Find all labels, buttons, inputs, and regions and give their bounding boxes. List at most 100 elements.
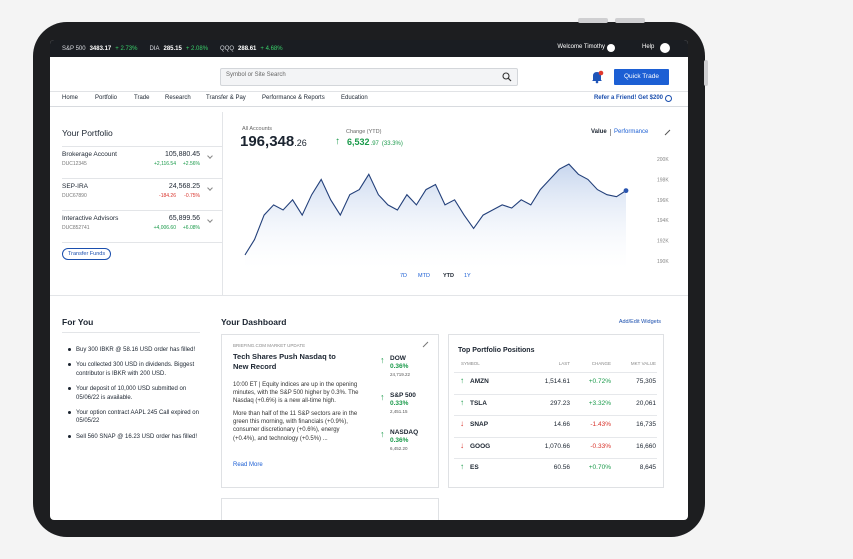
- account-change-amount: +4,006.60: [153, 225, 176, 231]
- positions-title: Top Portfolio Positions: [458, 347, 535, 354]
- hardware-button: [578, 18, 608, 23]
- account-id: DUC67890: [62, 193, 87, 199]
- bullet: [68, 387, 71, 391]
- position-last: 1,514.61: [544, 378, 570, 385]
- index-level: 2,451.15: [390, 409, 408, 414]
- position-change: +3.32%: [588, 399, 611, 407]
- change-value: 6,532: [347, 137, 370, 147]
- transfer-funds-button[interactable]: Transfer Funds: [62, 248, 112, 260]
- row-divider: [454, 458, 657, 460]
- account-id: DUC852741: [62, 225, 90, 231]
- welcome-text: Welcome Timothy: [557, 44, 605, 50]
- promo-link[interactable]: Refer a Friend! Get $200: [593, 95, 663, 101]
- search-box[interactable]: [220, 68, 518, 86]
- change-row: 6,532.97 (33.3%): [347, 137, 403, 147]
- nav-item[interactable]: Portfolio: [95, 95, 118, 101]
- position-symbol[interactable]: TSLA: [470, 399, 487, 407]
- bullet: [68, 434, 71, 438]
- news-headline[interactable]: Tech Shares Push Nasdaq to New Record: [233, 352, 336, 371]
- news-card: [221, 334, 439, 488]
- index-name: DOW: [390, 355, 406, 362]
- summary-value: 196,348: [240, 133, 295, 150]
- account-change-pct: -0.75%: [184, 193, 200, 199]
- ticker-price: 288.61: [238, 45, 257, 52]
- position-arrow: ↓: [460, 419, 464, 429]
- range-button[interactable]: YTD: [443, 273, 454, 279]
- row-divider: [62, 210, 222, 211]
- index-arrow: ↑: [380, 392, 385, 402]
- for-you-text[interactable]: Your option contract AAPL 245 Call expir…: [76, 409, 199, 425]
- screen: 200K 198K 196K 194K 192K 190K S&P 500 3483.17 +…: [50, 40, 688, 520]
- nav-item[interactable]: Education: [341, 95, 368, 101]
- index-name: S&P 500: [390, 392, 416, 399]
- row-divider: [454, 393, 657, 395]
- position-symbol[interactable]: AMZN: [470, 378, 489, 385]
- nav-item[interactable]: Home: [62, 95, 79, 101]
- position-symbol[interactable]: ES: [470, 464, 479, 472]
- position-last: 297.23: [550, 399, 570, 407]
- nav-item[interactable]: Transfer & Pay: [206, 95, 246, 101]
- end-dot: [623, 188, 629, 194]
- for-you-text[interactable]: Sell 560 SNAP @ 16.23 USD order has fill…: [76, 433, 198, 440]
- widget-card: [221, 498, 439, 520]
- index-arrow: ↑: [380, 355, 385, 365]
- user-icon: [607, 44, 615, 52]
- ticker-change: + 2.73%: [115, 45, 138, 52]
- nav-item[interactable]: Trade: [134, 95, 150, 101]
- help-icon: [660, 43, 670, 53]
- bullet: [68, 410, 71, 414]
- position-value: 8,645: [639, 464, 656, 472]
- quick-trade-button[interactable]: [614, 69, 669, 85]
- index-pct: 0.33%: [390, 400, 409, 407]
- y-tick-label: 190K: [657, 259, 669, 265]
- read-more[interactable]: Read More: [233, 462, 263, 468]
- news-body: 10:00 ET | Equity indices are up in the …: [233, 381, 363, 443]
- toggle-performance[interactable]: Performance: [614, 129, 649, 135]
- range-button[interactable]: 1Y: [464, 273, 471, 279]
- column-header: MKT VALUE: [630, 361, 656, 366]
- position-last: 60.56: [553, 464, 570, 472]
- quick-trade-label[interactable]: Quick Trade: [623, 73, 660, 80]
- for-you-item: Buy 300 IBKR @ 58.16 USD order has fille…: [68, 346, 200, 354]
- y-tick-label: 198K: [657, 177, 669, 183]
- nav-item[interactable]: Performance & Reports: [262, 95, 325, 101]
- help-link[interactable]: Help: [642, 44, 655, 50]
- bullet: [68, 363, 71, 367]
- position-symbol[interactable]: SNAP: [470, 421, 489, 429]
- for-you-text[interactable]: You collected 300 USD in dividends. Bigg…: [76, 362, 195, 377]
- account-name[interactable]: Brokerage Account: [62, 151, 117, 158]
- position-change: -1.43%: [590, 421, 611, 429]
- promo-icon: [665, 95, 672, 102]
- ticker-symbol: S&P 500: [62, 45, 86, 52]
- change-label: Change (YTD): [346, 129, 382, 135]
- hardware-button: [704, 60, 708, 86]
- add-edit-widgets[interactable]: Add/Edit Widgets: [618, 319, 661, 325]
- y-tick-label: 194K: [657, 218, 669, 224]
- column-header: LAST: [558, 361, 570, 366]
- column-header: CHANGE: [591, 361, 611, 366]
- for-you-underline: [62, 332, 200, 333]
- y-tick-label: 200K: [657, 157, 669, 163]
- position-symbol[interactable]: GOOG: [470, 442, 491, 450]
- account-name[interactable]: Interactive Advisors: [62, 215, 119, 222]
- range-button[interactable]: MTD: [418, 273, 430, 279]
- row-divider: [62, 178, 222, 179]
- for-you-text[interactable]: Your deposit of 10,000 USD submitted on …: [76, 386, 187, 401]
- position-value: 16,660: [636, 442, 656, 450]
- position-arrow: ↓: [460, 440, 464, 450]
- toggle-value[interactable]: Value: [591, 129, 607, 135]
- bell-icon[interactable]: [590, 70, 604, 84]
- nav-item[interactable]: Research: [165, 95, 191, 101]
- summary-value-row: 196,348.26: [240, 133, 307, 150]
- range-button[interactable]: 7D: [400, 273, 408, 279]
- account-name[interactable]: SEP-IRA: [62, 183, 89, 190]
- top-bar: [50, 40, 688, 57]
- ticker-symbol: QQQ: [220, 45, 235, 52]
- panel-divider: [222, 112, 223, 295]
- nav-divider: [50, 91, 688, 92]
- for-you-item: Your option contract AAPL 245 Call expir…: [68, 409, 200, 426]
- for-you-text[interactable]: Buy 300 IBKR @ 58.16 USD order has fille…: [76, 347, 196, 353]
- area-fill: [245, 164, 626, 269]
- change-arrow: ↑: [335, 136, 340, 147]
